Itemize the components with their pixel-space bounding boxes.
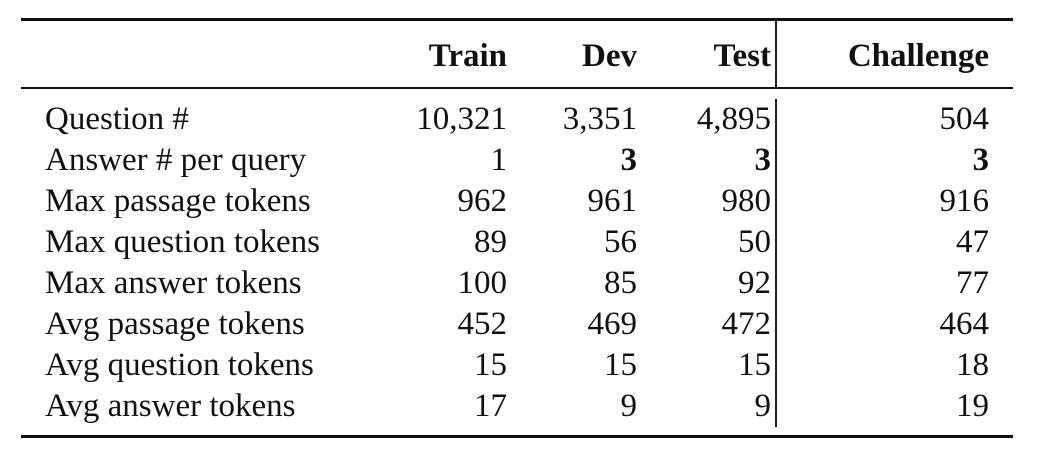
cell-challenge: 916 [775,181,1013,222]
row-label: Question # [45,101,189,137]
row-label: Max question tokens [45,224,320,260]
header-train: Train [428,37,507,74]
table-body: Question # 10,321 3,351 4,895 504 Answer # pe… [21,99,1013,427]
table-row: Avg passage tokens 452 469 472 464 [21,304,1013,345]
cell-dev: 9 [620,388,638,424]
cell-train: 452 [457,306,508,342]
cell-test: 50 [738,224,771,260]
table-row: Max passage tokens 962 961 980 916 [21,181,1013,222]
cell-challenge: 18 [775,345,1013,386]
table-row: Answer # per query 1 3 3 3 [21,140,1013,181]
row-label: Max passage tokens [45,183,311,219]
row-label: Avg passage tokens [45,306,305,342]
header-challenge: Challenge [775,21,1013,87]
cell-test: 980 [721,183,772,219]
cell-train: 100 [457,265,508,301]
row-label: Avg answer tokens [45,388,296,424]
cell-train: 10,321 [416,101,507,137]
cell-test: 472 [721,306,772,342]
table-row: Max answer tokens 100 85 92 77 [21,263,1013,304]
row-label: Avg question tokens [45,347,314,383]
cell-test: 4,895 [696,101,771,137]
cell-dev: 56 [604,224,637,260]
cell-test: 3 [754,142,772,178]
cell-dev: 3,351 [562,101,637,137]
cell-test: 9 [754,388,772,424]
cell-train: 15 [474,347,507,383]
cell-train: 1 [490,142,508,178]
header-row: Train Dev Test Challenge [21,21,1013,87]
cell-challenge: 19 [775,386,1013,427]
header-empty [21,21,401,87]
cell-test: 92 [738,265,771,301]
cell-dev: 85 [604,265,637,301]
cell-dev: 469 [587,306,638,342]
bottom-rule [21,435,1013,438]
top-rule [21,18,1013,21]
mid-rule [21,87,1013,89]
cell-challenge: 504 [775,99,1013,140]
row-label: Max answer tokens [45,265,302,301]
cell-train: 89 [474,224,507,260]
cell-test: 15 [738,347,771,383]
cell-challenge: 464 [775,304,1013,345]
cell-challenge: 47 [775,222,1013,263]
cell-dev: 3 [620,142,638,178]
table-row: Max question tokens 89 56 50 47 [21,222,1013,263]
cell-challenge: 77 [775,263,1013,304]
row-label: Answer # per query [45,142,307,178]
cell-dev: 961 [587,183,638,219]
dataset-statistics-table: Train Dev Test Challenge Question # 10,32… [21,18,1013,438]
cell-train: 17 [474,388,507,424]
table-header: Train Dev Test Challenge [21,21,1013,87]
cell-dev: 15 [604,347,637,383]
table-row: Avg answer tokens 17 9 9 19 [21,386,1013,427]
table-row: Question # 10,321 3,351 4,895 504 [21,99,1013,140]
cell-train: 962 [457,183,508,219]
table-row: Avg question tokens 15 15 15 18 [21,345,1013,386]
cell-challenge: 3 [775,140,1013,181]
header-test: Test [713,37,771,74]
header-dev: Dev [582,37,637,74]
